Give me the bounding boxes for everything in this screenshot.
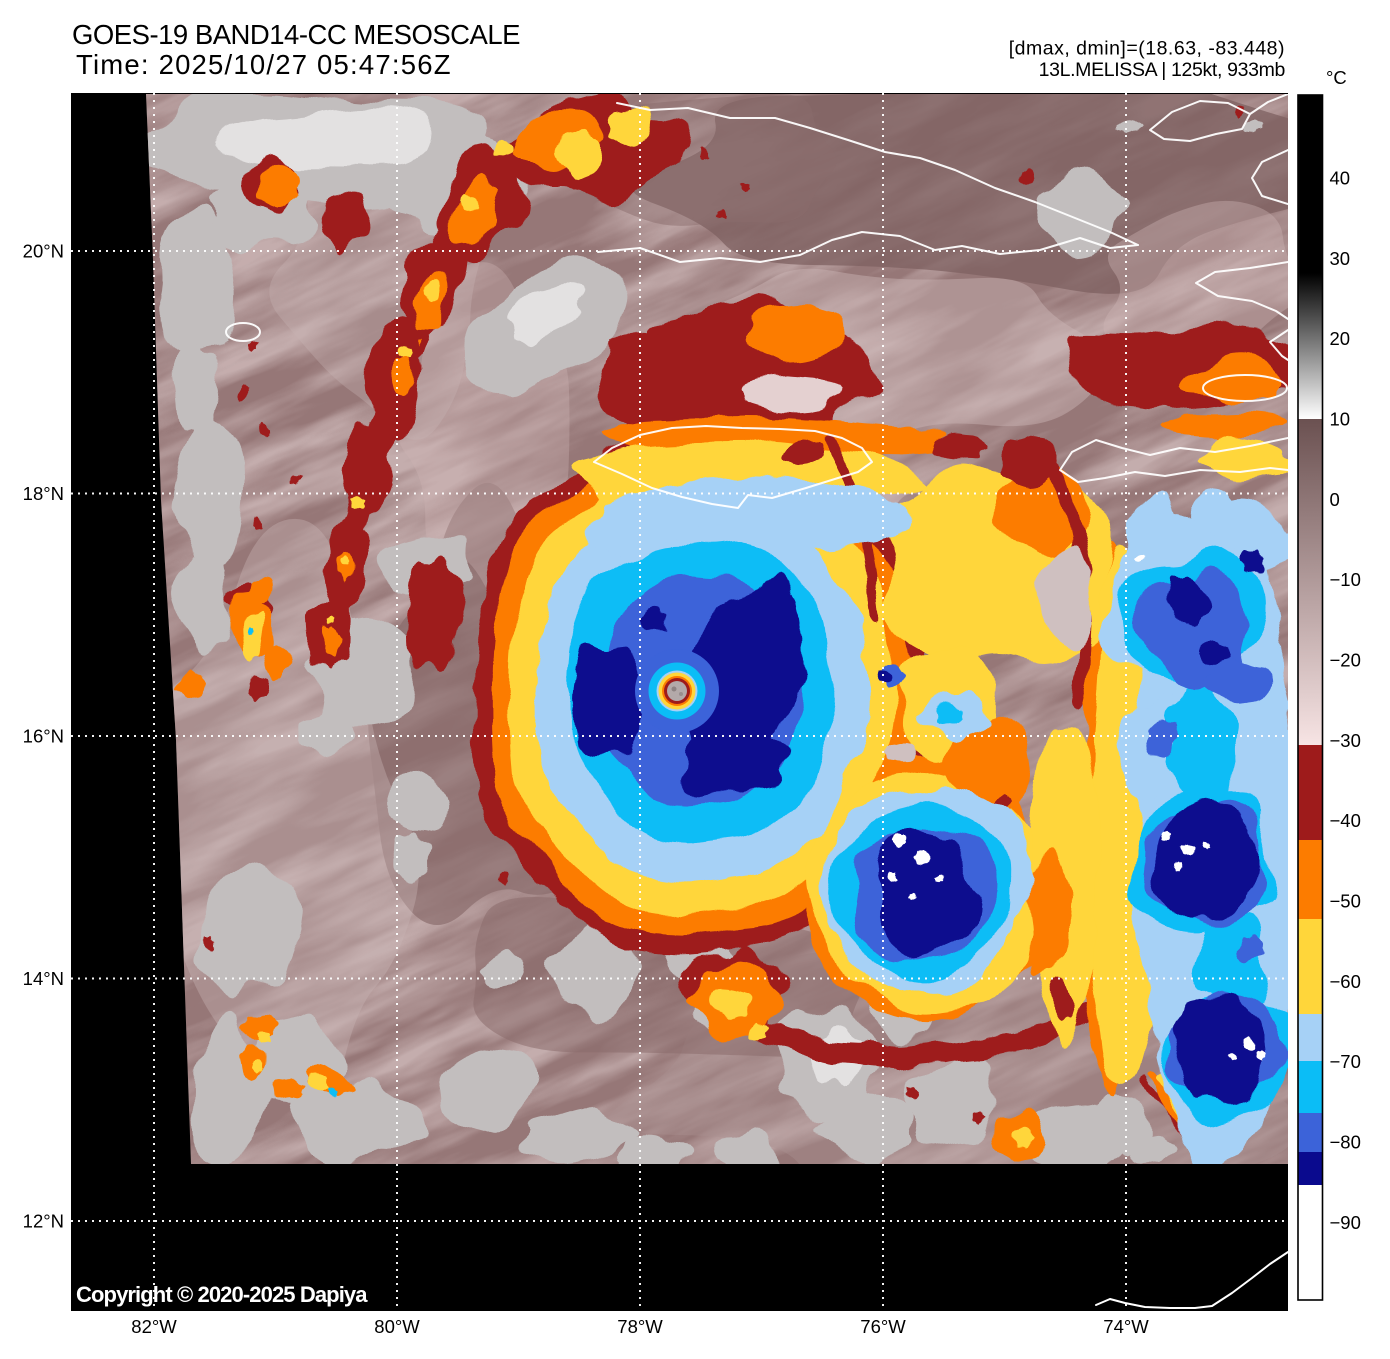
svg-text:74°W: 74°W bbox=[1103, 1316, 1149, 1337]
svg-text:20: 20 bbox=[1330, 328, 1351, 349]
svg-text:80°W: 80°W bbox=[374, 1316, 420, 1337]
svg-text:GOES-19 BAND14-CC MESOSCALE: GOES-19 BAND14-CC MESOSCALE bbox=[72, 19, 520, 50]
svg-text:−10: −10 bbox=[1330, 569, 1361, 590]
svg-text:−90: −90 bbox=[1330, 1212, 1361, 1233]
svg-text:−80: −80 bbox=[1330, 1132, 1361, 1153]
svg-text:30: 30 bbox=[1330, 248, 1351, 269]
svg-text:20°N: 20°N bbox=[23, 241, 64, 262]
svg-text:−30: −30 bbox=[1330, 730, 1361, 751]
svg-text:−40: −40 bbox=[1330, 810, 1361, 831]
svg-text:°C: °C bbox=[1326, 67, 1347, 88]
svg-text:12°N: 12°N bbox=[23, 1211, 64, 1232]
svg-text:78°W: 78°W bbox=[617, 1316, 663, 1337]
svg-text:−60: −60 bbox=[1330, 971, 1361, 992]
svg-text:−20: −20 bbox=[1330, 650, 1361, 671]
svg-text:−50: −50 bbox=[1330, 891, 1361, 912]
svg-text:14°N: 14°N bbox=[23, 968, 64, 989]
svg-text:16°N: 16°N bbox=[23, 726, 64, 747]
svg-text:10: 10 bbox=[1330, 409, 1351, 430]
svg-text:Copyright © 2020-2025 Dapiya: Copyright © 2020-2025 Dapiya bbox=[76, 1282, 368, 1307]
svg-text:Time: 2025/10/27 05:47:56Z: Time: 2025/10/27 05:47:56Z bbox=[76, 49, 452, 80]
svg-text:40: 40 bbox=[1330, 168, 1351, 189]
svg-text:0: 0 bbox=[1330, 489, 1340, 510]
svg-text:[dmax, dmin]=(18.63, -83.448): [dmax, dmin]=(18.63, -83.448) bbox=[1009, 38, 1285, 60]
svg-text:13L.MELISSA | 125kt, 933mb: 13L.MELISSA | 125kt, 933mb bbox=[1039, 59, 1286, 81]
svg-text:18°N: 18°N bbox=[23, 483, 64, 504]
svg-text:82°W: 82°W bbox=[131, 1316, 177, 1337]
svg-text:76°W: 76°W bbox=[860, 1316, 906, 1337]
svg-text:−70: −70 bbox=[1330, 1051, 1361, 1072]
